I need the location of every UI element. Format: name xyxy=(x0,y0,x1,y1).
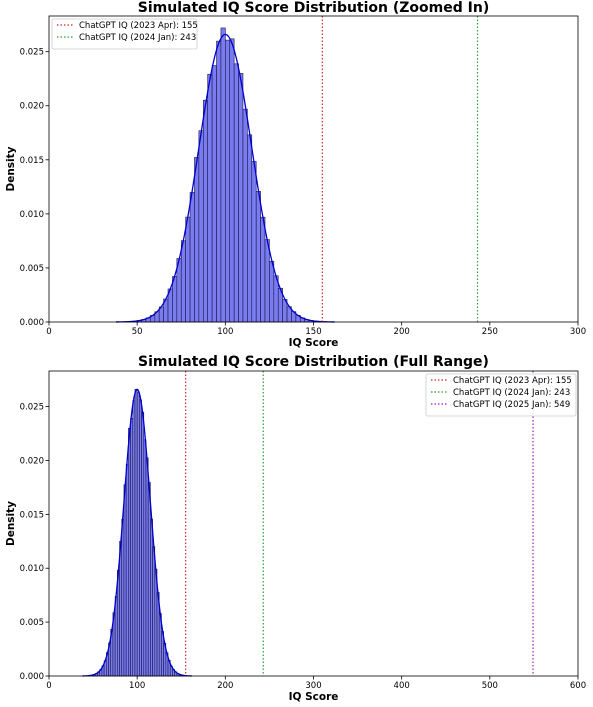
histogram-bar xyxy=(145,457,149,677)
x-tick-label: 50 xyxy=(132,327,143,337)
histogram-bar xyxy=(211,65,217,323)
y-tick-label: 0.010 xyxy=(20,564,44,574)
x-tick-label: 0 xyxy=(46,681,51,691)
legend-box xyxy=(51,18,198,50)
histogram-bar xyxy=(172,276,178,323)
legend: ChatGPT IQ (2023 Apr): 155 ChatGPT IQ (20… xyxy=(425,373,577,417)
histogram-bar xyxy=(128,427,131,677)
y-tick-label: 0.025 xyxy=(20,403,44,413)
legend-entry: ChatGPT IQ (2024 Jan): 243 xyxy=(79,33,196,43)
histogram-bar xyxy=(260,216,266,323)
kde-curve xyxy=(116,33,335,323)
y-tick-label: 0.005 xyxy=(20,264,44,274)
full-range-chart: Simulated IQ Score Distribution (Full Ra… xyxy=(5,354,586,703)
x-tick-label: 300 xyxy=(305,681,321,691)
x-tick-label: 100 xyxy=(129,681,145,691)
histogram-bars xyxy=(128,27,323,323)
histogram-bar xyxy=(134,388,138,677)
histogram-bar xyxy=(220,27,226,323)
histogram-bar xyxy=(123,484,127,677)
y-axis-label: Density xyxy=(5,146,17,191)
x-tick-label: 400 xyxy=(394,681,410,691)
legend-box xyxy=(425,373,577,417)
x-tick-label: 500 xyxy=(482,681,498,691)
histogram-bar xyxy=(185,216,191,323)
y-tick-label: 0.000 xyxy=(20,672,44,682)
y-tick-label: 0.025 xyxy=(20,48,44,58)
chart-title: Simulated IQ Score Distribution (Full Ra… xyxy=(138,354,489,370)
y-tick-label: 0.020 xyxy=(20,102,44,112)
histogram-bar xyxy=(202,99,209,323)
plot-frame xyxy=(48,15,579,323)
histogram-bar xyxy=(125,463,129,677)
x-axis-label: IQ Score xyxy=(289,337,339,349)
histogram-bar xyxy=(238,73,244,323)
histogram-bar xyxy=(225,39,231,323)
histogram-bar xyxy=(132,400,136,677)
histogram-bar xyxy=(130,417,134,677)
zoomed-in-chart: Simulated IQ Score Distribution (Zoomed … xyxy=(5,0,586,349)
histogram-bar xyxy=(152,546,156,677)
x-tick-label: 100 xyxy=(217,327,233,337)
histogram-bar xyxy=(233,63,239,323)
histogram-bar xyxy=(242,108,248,323)
y-tick-label: 0.015 xyxy=(20,510,44,520)
histogram-bar xyxy=(229,38,235,323)
x-axis-label: IQ Score xyxy=(289,691,339,703)
histogram-bar xyxy=(198,130,204,323)
x-tick-label: 0 xyxy=(46,327,51,337)
legend-entry: ChatGPT IQ (2025 Jan): 549 xyxy=(453,400,570,410)
histogram-bar xyxy=(136,392,140,677)
legend: ChatGPT IQ (2023 Apr): 155 ChatGPT IQ (20… xyxy=(51,18,198,50)
x-tick-label: 200 xyxy=(217,681,233,691)
x-tick-label: 300 xyxy=(570,327,586,337)
histogram-bar xyxy=(194,157,200,323)
histogram-bar xyxy=(114,596,118,677)
histogram-bar xyxy=(121,518,125,677)
chart-title: Simulated IQ Score Distribution (Zoomed … xyxy=(138,0,489,16)
histogram-bar xyxy=(180,240,186,323)
histogram-bar xyxy=(264,239,270,323)
y-tick-label: 0.005 xyxy=(20,618,44,628)
histogram-bar xyxy=(150,518,153,677)
histogram-bar xyxy=(207,73,213,323)
histogram-bar xyxy=(147,482,151,677)
histogram-bar xyxy=(189,192,195,323)
y-tick-label: 0.010 xyxy=(20,210,44,220)
histogram-bar xyxy=(139,399,142,677)
y-axis-label: Density xyxy=(5,501,17,546)
histogram-bar xyxy=(143,439,147,677)
histogram-bars xyxy=(88,388,186,677)
kde-curve xyxy=(82,388,192,677)
legend-entry: ChatGPT IQ (2024 Jan): 243 xyxy=(453,388,570,398)
histogram-bar xyxy=(269,260,275,323)
y-tick-label: 0.015 xyxy=(20,156,44,166)
legend-entry: ChatGPT IQ (2023 Apr): 155 xyxy=(453,376,572,386)
x-tick-label: 600 xyxy=(570,681,586,691)
histogram-bar xyxy=(141,411,145,677)
x-tick-label: 250 xyxy=(482,327,498,337)
x-tick-label: 200 xyxy=(394,327,410,337)
histogram-bar xyxy=(255,191,261,323)
histogram-bar xyxy=(251,161,257,323)
histogram-bar xyxy=(216,40,222,323)
legend-entry: ChatGPT IQ (2023 Apr): 155 xyxy=(79,21,198,31)
histogram-bar xyxy=(247,134,253,323)
x-tick-label: 150 xyxy=(305,327,321,337)
y-tick-label: 0.020 xyxy=(20,456,44,466)
y-tick-label: 0.000 xyxy=(20,318,44,328)
